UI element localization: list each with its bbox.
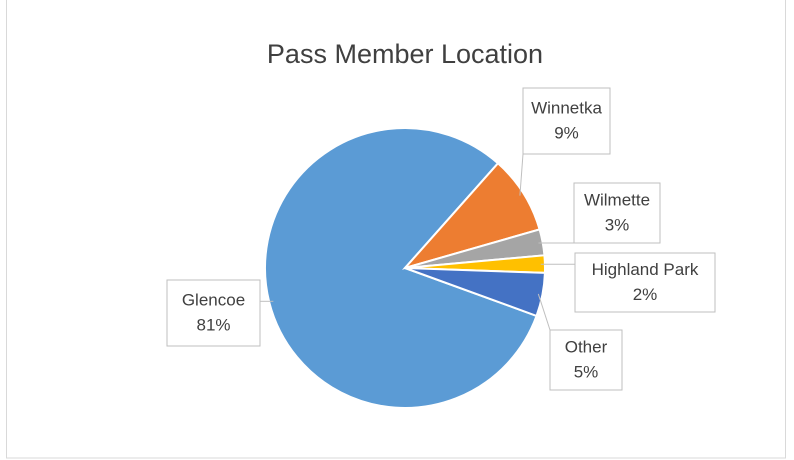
label-box: [574, 252, 716, 313]
value-label: 9%: [554, 123, 579, 142]
category-label: Wilmette: [584, 190, 650, 209]
leader-line: [519, 153, 524, 196]
category-label: Winnetka: [531, 98, 602, 117]
category-label: Glencoe: [182, 290, 245, 309]
chart-title: Pass Member Location: [267, 39, 543, 69]
value-label: 5%: [574, 362, 599, 381]
leader-line: [537, 293, 551, 331]
label-box: [166, 279, 261, 347]
label-box: [522, 87, 611, 155]
pie-slice: [401, 161, 541, 270]
label-box: [549, 329, 623, 391]
pie-slice: [264, 127, 538, 409]
value-label: 81%: [196, 315, 230, 334]
label-box: [573, 182, 661, 244]
category-label: Other: [565, 337, 608, 356]
value-label: 3%: [605, 215, 630, 234]
pie-slice: [404, 267, 546, 318]
category-label: Highland Park: [592, 260, 699, 279]
value-label: 2%: [633, 285, 658, 304]
